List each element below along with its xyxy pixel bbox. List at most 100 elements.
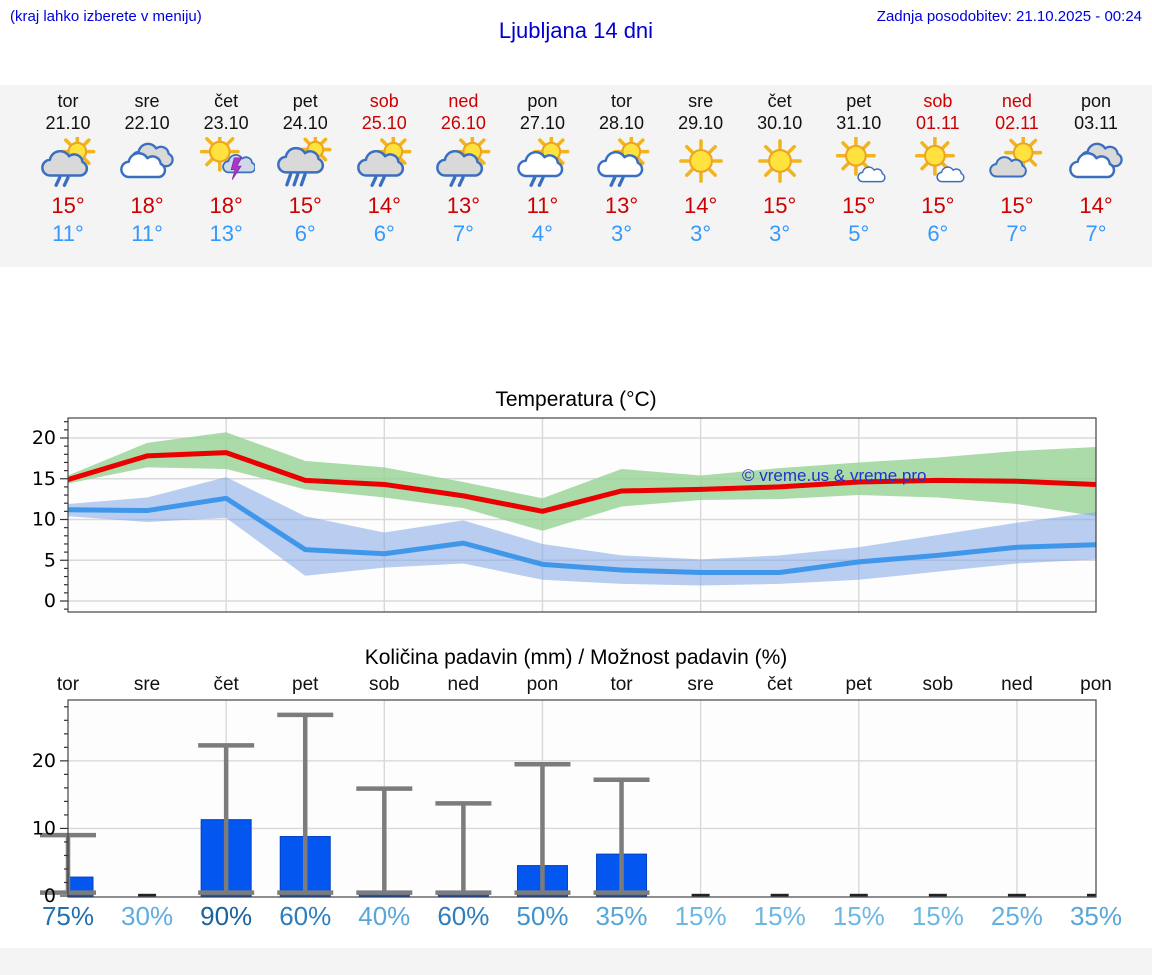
forecast-day: ned 02.11 15° 7°: [977, 85, 1056, 247]
location-menu-hint: (kraj lahko izberete v meniju): [10, 8, 202, 25]
precip-probability: 15%: [674, 901, 727, 931]
day-min-temp: 6°: [373, 221, 395, 246]
cloudy-icon: [1069, 142, 1123, 179]
precip-day-label: pon: [526, 674, 559, 695]
day-name-label: čet: [767, 91, 792, 111]
forecast-day: ned 26.10 13° 7°: [424, 85, 503, 247]
precip-probability: 75%: [41, 901, 95, 931]
precip-day-label: sre: [687, 674, 714, 695]
forecast-day: čet 23.10 18° 13°: [187, 85, 266, 247]
day-max-temp: 14°: [367, 193, 401, 218]
day-name-label: pon: [1080, 91, 1111, 111]
sun-graycloud-icon: [989, 137, 1043, 178]
day-min-temp: 11°: [131, 221, 163, 246]
temp-ytick-label: 10: [32, 509, 56, 531]
precip-probability: 30%: [121, 901, 174, 931]
precip-day-label: tor: [56, 674, 80, 695]
day-name-label: čet: [214, 91, 239, 111]
max-temperatura-line: [68, 450, 1096, 514]
day-min-temp: 5°: [848, 221, 870, 246]
forecast-day: čet 30.10 15° 3°: [740, 85, 819, 247]
sun-smallcloud-icon: [835, 137, 886, 183]
forecast-day: sob 25.10 14° 6°: [345, 85, 424, 247]
precip-probability: 25%: [990, 901, 1043, 931]
footer-band: [0, 948, 1152, 975]
day-name-label: pet: [292, 91, 318, 111]
day-max-temp: 15°: [763, 193, 797, 218]
temperature-chart: 0 5 10 15 20: [32, 417, 1097, 613]
day-min-temp: 11°: [52, 221, 84, 246]
day-max-temp: 13°: [446, 193, 481, 218]
precip-probability: 90%: [200, 901, 253, 931]
precipitation-chart: 0 10 20: [32, 699, 1097, 905]
day-min-temp: 7°: [452, 221, 474, 246]
day-date-label: 30.10: [757, 113, 803, 133]
sun-cloud-thunder-icon: [199, 137, 256, 180]
sun-whitecloud-rain-icon: [596, 137, 649, 187]
day-date-label: 25.10: [361, 113, 407, 133]
precip-day-label: pet: [845, 674, 872, 695]
precip-probability: 60%: [279, 901, 332, 931]
day-max-temp: 14°: [683, 193, 718, 218]
precipitation-chart-title: Količina padavin (mm) / Možnost padavin …: [364, 646, 788, 669]
day-min-temp: 3°: [690, 221, 712, 246]
day-name-label: ned: [1001, 91, 1032, 111]
forecast-day: sre 22.10 18° 11°: [108, 85, 187, 247]
day-name-label: tor: [57, 91, 79, 111]
forecast-day: sre 29.10 14° 3°: [661, 85, 740, 247]
precip-day-label: ned: [447, 674, 480, 695]
day-date-label: 03.11: [1074, 113, 1118, 133]
day-name-label: sob: [369, 91, 399, 111]
day-min-temp: 3°: [611, 221, 633, 246]
precip-probability: 15%: [911, 901, 964, 931]
forecast-strip: tor 21.10 15° 11° sre 22.10 18° 11° čet 23.10 18° 1…: [0, 85, 1152, 267]
watermark-link[interactable]: © vreme.us & vreme.pro: [742, 466, 927, 485]
day-min-temp: 6°: [927, 221, 949, 246]
day-date-label: 21.10: [45, 113, 91, 133]
min-range-band: [68, 477, 1096, 586]
day-name-label: pon: [527, 91, 558, 111]
precip-day-label: tor: [610, 674, 633, 695]
day-min-temp: 7°: [1085, 221, 1107, 246]
precip-day-label: pon: [1080, 674, 1112, 695]
sunny-icon: [757, 139, 802, 183]
day-max-temp: 15°: [842, 193, 876, 218]
sun-smallcloud-icon: [914, 137, 965, 183]
day-date-label: 31.10: [836, 113, 882, 133]
day-max-temp: 14°: [1079, 193, 1113, 218]
precip-probability: 15%: [753, 901, 806, 931]
min-temperatura-line: [68, 495, 1096, 575]
day-max-temp: 15°: [921, 193, 955, 218]
forecast-day: sob 01.11 15° 6°: [898, 85, 977, 247]
forecast-day: pon 03.11 14° 7°: [1056, 85, 1135, 247]
last-update-timestamp: Zadnja posodobitev: 21.10.2025 - 00:24: [876, 8, 1142, 25]
day-date-label: 26.10: [440, 113, 486, 133]
precip-probability: 40%: [358, 901, 411, 931]
day-max-temp: 13°: [604, 193, 639, 218]
day-date-label: 24.10: [282, 113, 328, 133]
forecast-day: tor 21.10 15° 11°: [29, 85, 108, 247]
day-date-label: 29.10: [678, 113, 724, 133]
day-name-label: sob: [923, 91, 953, 111]
day-max-temp: 18°: [130, 193, 164, 218]
day-date-label: 22.10: [124, 113, 170, 133]
precip-ytick-label: 20: [32, 750, 56, 772]
temp-ytick-label: 5: [44, 549, 56, 571]
precip-probability: 50%: [516, 901, 569, 931]
day-date-label: 27.10: [519, 113, 565, 133]
temperature-chart-title: Temperatura (°C): [495, 388, 657, 411]
day-name-label: tor: [611, 91, 633, 111]
day-min-temp: 7°: [1006, 221, 1028, 246]
day-max-temp: 15°: [51, 193, 85, 218]
precip-ytick-label: 10: [32, 817, 56, 839]
temp-ytick-label: 20: [32, 427, 56, 449]
forecast-day: tor 28.10 13° 3°: [582, 85, 661, 247]
day-name-label: sre: [688, 91, 714, 111]
precip-day-label: čet: [767, 674, 793, 695]
precip-day-label: sob: [922, 674, 954, 695]
precip-day-label: sob: [368, 674, 400, 695]
day-min-temp: 13°: [209, 221, 243, 246]
precip-probability: 60%: [437, 901, 490, 931]
precip-day-label: sre: [133, 674, 161, 695]
precip-day-label: ned: [1001, 674, 1033, 695]
